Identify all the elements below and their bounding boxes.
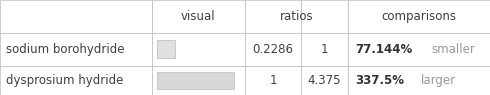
Bar	[301, 33, 348, 66]
Bar	[348, 33, 490, 66]
Bar	[0, 0, 152, 33]
Text: 0.2286: 0.2286	[253, 43, 294, 56]
Bar	[301, 0, 348, 33]
Text: dysprosium hydride: dysprosium hydride	[6, 74, 123, 87]
Text: ratios: ratios	[280, 10, 313, 23]
Bar	[152, 0, 245, 33]
Text: 77.144%: 77.144%	[355, 43, 413, 56]
Bar	[152, 33, 245, 66]
Text: visual: visual	[181, 10, 216, 23]
Bar	[348, 0, 490, 33]
Text: comparisons: comparisons	[381, 10, 457, 23]
Bar	[245, 0, 301, 33]
Bar	[348, 66, 490, 95]
Text: sodium borohydride: sodium borohydride	[6, 43, 124, 56]
Text: larger: larger	[421, 74, 456, 87]
Bar	[245, 66, 301, 95]
Bar	[157, 72, 234, 89]
Bar	[157, 40, 175, 58]
Bar	[245, 33, 301, 66]
Text: 4.375: 4.375	[308, 74, 342, 87]
Text: 337.5%: 337.5%	[355, 74, 404, 87]
Text: 1: 1	[321, 43, 328, 56]
Bar	[301, 66, 348, 95]
Bar	[0, 33, 152, 66]
Text: smaller: smaller	[432, 43, 475, 56]
Text: 1: 1	[270, 74, 277, 87]
Bar	[152, 66, 245, 95]
Bar	[0, 66, 152, 95]
